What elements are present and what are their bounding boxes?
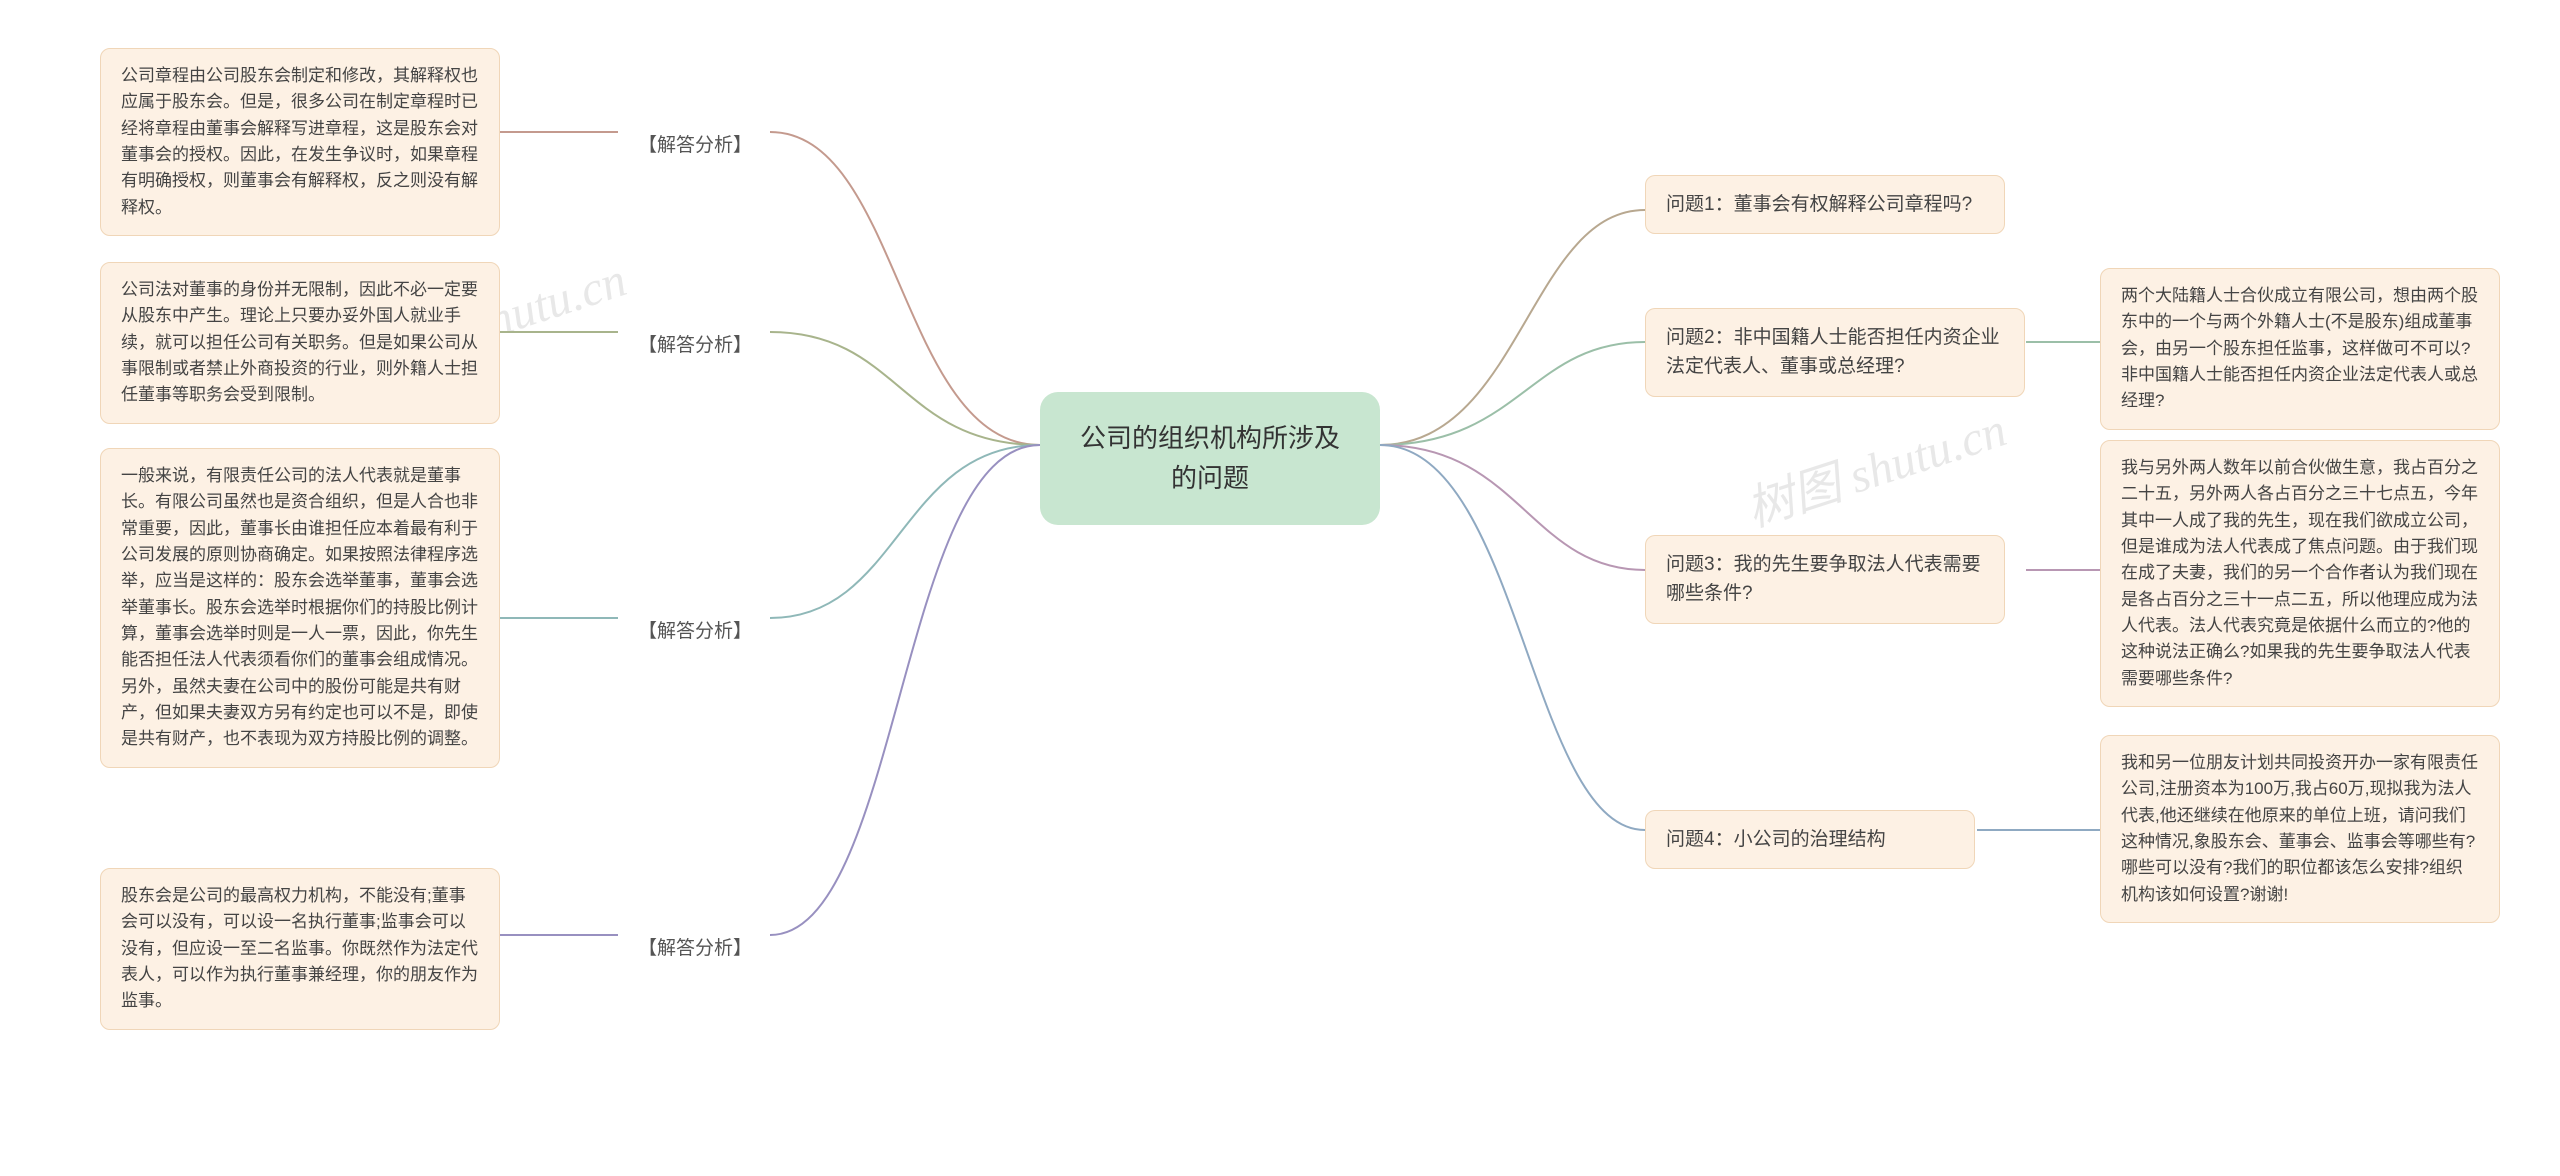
question-4-detail: 我和另一位朋友计划共同投资开办一家有限责任公司,注册资本为100万,我占60万,… — [2100, 735, 2500, 923]
answer-4-label: 【解答分析】 — [618, 920, 772, 977]
center-topic: 公司的组织机构所涉及的问题 — [1040, 392, 1380, 525]
question-4: 问题4：小公司的治理结构 — [1645, 810, 1975, 869]
question-3: 问题3：我的先生要争取法人代表需要哪些条件? — [1645, 535, 2005, 624]
answer-4-detail: 股东会是公司的最高权力机构，不能没有;董事会可以没有，可以设一名执行董事;监事会… — [100, 868, 500, 1030]
answer-2-detail: 公司法对董事的身份并无限制，因此不必一定要从股东中产生。理论上只要办妥外国人就业… — [100, 262, 500, 424]
answer-1-label: 【解答分析】 — [618, 117, 772, 174]
question-2: 问题2：非中国籍人士能否担任内资企业法定代表人、董事或总经理? — [1645, 308, 2025, 397]
answer-3-detail: 一般来说，有限责任公司的法人代表就是董事长。有限公司虽然也是资合组织，但是人合也… — [100, 448, 500, 768]
question-3-detail: 我与另外两人数年以前合伙做生意，我占百分之二十五，另外两人各占百分之三十七点五，… — [2100, 440, 2500, 707]
answer-2-label: 【解答分析】 — [618, 317, 772, 374]
question-1: 问题1：董事会有权解释公司章程吗? — [1645, 175, 2005, 234]
answer-3-label: 【解答分析】 — [618, 603, 772, 660]
answer-1-detail: 公司章程由公司股东会制定和修改，其解释权也应属于股东会。但是，很多公司在制定章程… — [100, 48, 500, 236]
question-2-detail: 两个大陆籍人士合伙成立有限公司，想由两个股东中的一个与两个外籍人士(不是股东)组… — [2100, 268, 2500, 430]
watermark: 树图 shutu.cn — [1736, 390, 2014, 540]
